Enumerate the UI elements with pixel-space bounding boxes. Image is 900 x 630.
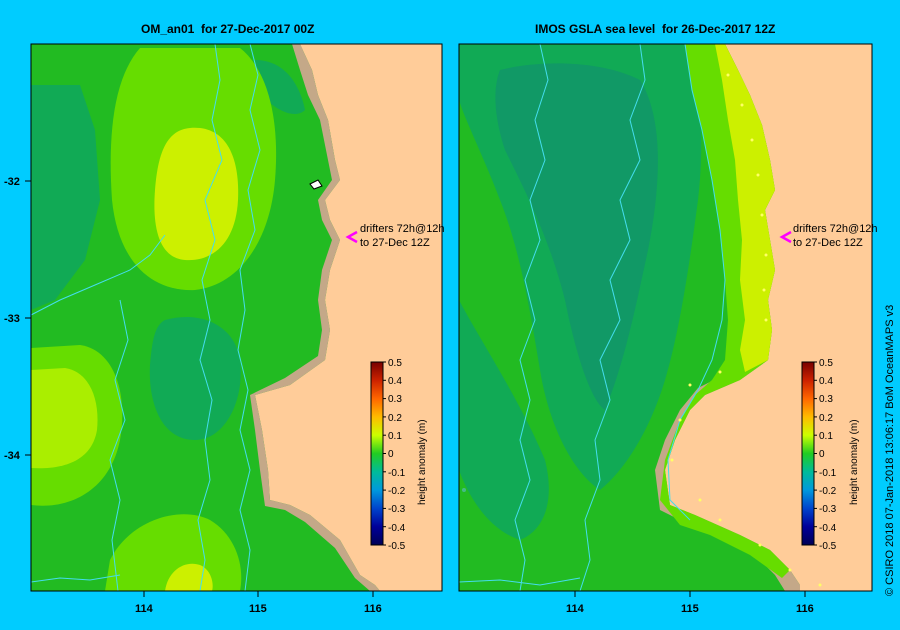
left-drifter-arrow — [345, 230, 358, 244]
left-low-anomaly-west — [31, 85, 100, 310]
right-drifter-annotation-line2: to 27-Dec 12Z — [793, 237, 863, 249]
left-colorbar-ramp — [370, 361, 384, 546]
right-cb-tick: 0 — [819, 449, 825, 460]
left-drifter-annotation-line1: drifters 72h@12h — [360, 223, 445, 235]
right-drifter-dots — [670, 73, 822, 587]
right-cb-tick: -0.1 — [819, 468, 837, 479]
left-y-tick: -32 — [4, 176, 20, 188]
right-colorbar-ramp — [801, 361, 815, 546]
right-cb-tick: 0.1 — [819, 431, 833, 442]
right-x-tick: 114 — [566, 603, 585, 615]
left-high-anomaly-1-core — [154, 127, 239, 261]
right-cb-tick: -0.4 — [819, 523, 837, 534]
left-colorbar: 0.5 0.4 0.3 0.2 0.1 0 -0.1 -0.2 -0.3 -0.… — [370, 358, 428, 552]
left-cb-tick: 0.1 — [388, 431, 402, 442]
left-cb-tick: 0.3 — [388, 394, 402, 405]
right-x-tick: 116 — [796, 603, 814, 615]
left-y-tick: -34 — [4, 450, 21, 462]
left-x-tick: 114 — [135, 603, 154, 615]
left-x-tick: 115 — [249, 603, 267, 615]
left-cb-tick: 0.5 — [388, 358, 402, 369]
left-cb-tick: -0.5 — [388, 541, 406, 552]
left-low-anomaly-central — [149, 316, 241, 440]
right-colorbar: 0.5 0.4 0.3 0.2 0.1 0 -0.1 -0.2 -0.3 -0.… — [801, 358, 860, 552]
right-cb-tick: -0.5 — [819, 541, 837, 552]
left-island — [309, 179, 323, 190]
right-map — [459, 44, 872, 591]
right-x-axis: 114 115 116 — [566, 591, 814, 615]
left-colorbar-label: height anomaly (m) — [417, 419, 428, 505]
right-bathymetry-contours — [459, 44, 726, 591]
right-cb-tick: 0.3 — [819, 394, 833, 405]
right-cb-tick: 0.2 — [819, 413, 833, 424]
right-drifter-arrow — [779, 230, 792, 244]
right-x-tick: 115 — [681, 603, 699, 615]
right-cb-tick: -0.3 — [819, 504, 837, 515]
left-x-axis: 114 115 116 — [135, 591, 382, 615]
right-map-frame — [458, 43, 873, 592]
left-cb-tick: -0.4 — [388, 523, 406, 534]
right-drifter-marker — [462, 488, 466, 492]
right-low-anomaly-core — [495, 63, 658, 410]
left-cb-tick: -0.2 — [388, 486, 406, 497]
left-drifter-annotation-line2: to 27-Dec 12Z — [360, 237, 430, 249]
right-colorbar-label: height anomaly (m) — [849, 419, 860, 505]
left-bathymetry-contours — [31, 44, 261, 591]
left-cb-tick: 0 — [388, 449, 394, 460]
right-panel-title: IMOS GSLA sea level for 26-Dec-2017 12Z — [535, 22, 776, 36]
left-cb-tick: -0.3 — [388, 504, 406, 515]
right-cb-tick: -0.2 — [819, 486, 837, 497]
right-coastal-high-core — [715, 44, 775, 372]
left-high-anomaly-2-core — [31, 368, 98, 469]
right-drifter-annotation-line1: drifters 72h@12h — [793, 223, 878, 235]
right-cb-tick: 0.4 — [819, 376, 833, 387]
left-x-tick: 116 — [364, 603, 382, 615]
credit-line: © CSIRO 2018 07-Jan-2018 13:06:17 BoM Oc… — [884, 304, 896, 596]
left-cb-tick: 0.2 — [388, 413, 402, 424]
right-low-anomaly-southwest — [459, 300, 549, 540]
right-cb-tick: 0.5 — [819, 358, 833, 369]
left-panel-title: OM_an01 for 27-Dec-2017 00Z — [141, 22, 315, 36]
left-y-axis: -32 -33 -34 — [4, 176, 31, 462]
left-cb-tick: -0.1 — [388, 468, 406, 479]
left-cb-tick: 0.4 — [388, 376, 402, 387]
left-y-tick: -33 — [4, 313, 20, 325]
